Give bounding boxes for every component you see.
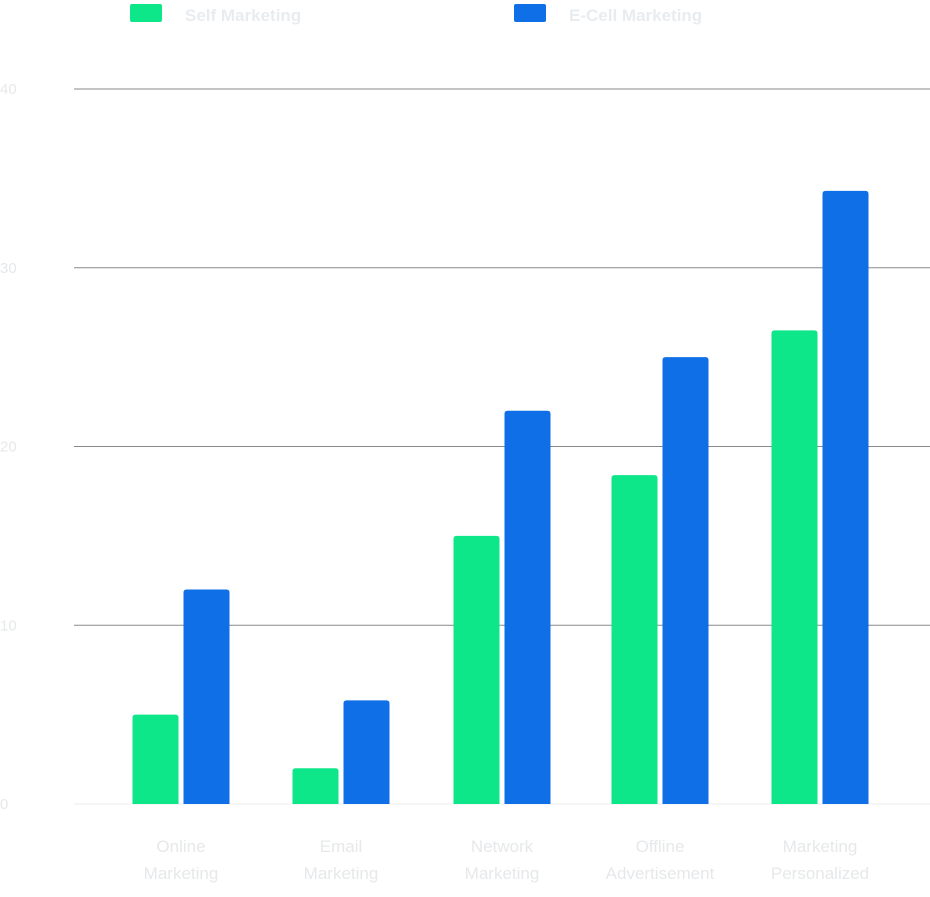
- bar-0-1: [292, 768, 339, 804]
- bar-0-2: [453, 535, 500, 804]
- y-tick-label-0: 0: [0, 796, 8, 813]
- bars: [132, 190, 869, 804]
- bar-1-0: [183, 589, 230, 804]
- y-tick-label-40: 40: [0, 81, 17, 98]
- x-tick-label-3: Offline Advertisement: [606, 837, 715, 883]
- x-tick-label-2: Network Marketing: [465, 837, 540, 883]
- legend: Self Marketing E-Cell Marketing: [130, 4, 702, 25]
- y-tick-label-30: 30: [0, 260, 17, 277]
- bar-1-3: [662, 357, 709, 804]
- y-tick-label-10: 10: [0, 617, 17, 634]
- y-axis: 0 10 20 30 40: [0, 81, 17, 813]
- bar-1-2: [504, 410, 551, 804]
- bar-0-3: [611, 475, 658, 804]
- legend-swatch-1: [514, 4, 546, 22]
- y-tick-label-20: 20: [0, 439, 17, 456]
- x-tick-label-1: Email Marketing: [304, 837, 379, 883]
- x-tick-label-4: Marketing Personalized: [771, 837, 869, 883]
- bar-1-1: [343, 700, 390, 804]
- x-tick-label-0: Online Marketing: [144, 837, 219, 883]
- legend-label-1: E-Cell Marketing: [569, 6, 702, 25]
- x-axis: Online Marketing Email Marketing Network Mark…: [144, 837, 869, 883]
- bar-0-4: [771, 330, 818, 804]
- legend-label-0: Self Marketing: [185, 6, 301, 25]
- bar-1-4: [822, 190, 869, 804]
- legend-swatch-0: [130, 4, 162, 22]
- bar-0-0: [132, 714, 179, 804]
